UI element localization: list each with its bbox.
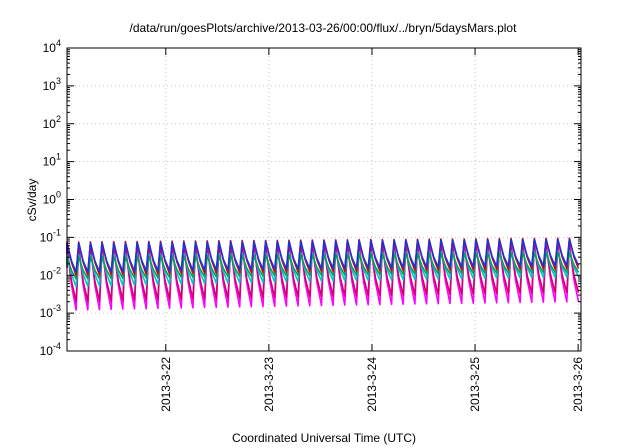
- chart-title: /data/run/goesPlots/archive/2013-03-26/0…: [130, 21, 518, 35]
- y-tick-label: 10-2: [40, 265, 61, 282]
- y-tick-label: 10-1: [40, 227, 61, 244]
- y-tick-label: 101: [43, 152, 61, 169]
- x-tick-label: 2013-3-22: [159, 357, 173, 412]
- x-axis: 2013-3-22 2013-3-23 2013-3-24 2013-3-25 2013…: [159, 357, 585, 412]
- y-axis-label: cSv/day: [25, 179, 39, 222]
- y-tick-label: 103: [43, 76, 61, 93]
- series-layer: [66, 237, 580, 311]
- y-tick-label: 10-3: [40, 303, 61, 320]
- y-tick-label: 10-4: [40, 341, 61, 358]
- series-line: [66, 249, 580, 288]
- y-tick-label: 104: [43, 38, 61, 55]
- series-line: [66, 251, 580, 280]
- ticks: [67, 47, 581, 352]
- grid: [67, 48, 581, 351]
- y-tick-label: 102: [43, 114, 61, 131]
- x-tick-label: 2013-3-24: [365, 357, 379, 412]
- x-axis-label: Coordinated Universal Time (UTC): [232, 431, 416, 445]
- x-tick-label: 2013-3-25: [468, 357, 482, 412]
- x-tick-label: 2013-3-26: [571, 357, 585, 412]
- y-tick-label: 100: [43, 190, 61, 207]
- y-axis: 104 103 102 101 100 10-1 10-2 10-3 10-4: [40, 38, 61, 358]
- x-tick-label: 2013-3-23: [262, 357, 276, 412]
- series-line: [66, 238, 580, 274]
